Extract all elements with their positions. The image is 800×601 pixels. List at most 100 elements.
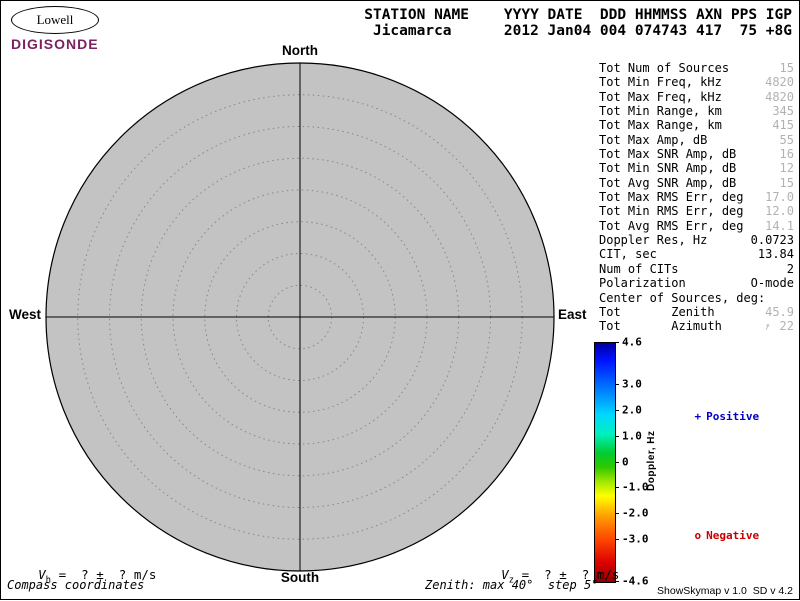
compass-label-north: North: [282, 43, 318, 58]
negative-doppler-legend: o Negative: [668, 516, 760, 555]
stat-row: Tot Num of Sources 15: [599, 61, 794, 75]
stat-label: Doppler Res, Hz: [599, 233, 708, 248]
stat-value: ↑ 22: [761, 319, 794, 335]
app-version: ShowSkymap v 1.0 SD v 4.2: [657, 585, 793, 597]
colorbar-tick-mark: [616, 409, 619, 411]
stat-row: Tot Max RMS Err, deg 17.0: [599, 190, 794, 204]
vh-symbol: V: [38, 567, 46, 582]
stat-row: Tot Min Range, km 345: [599, 104, 794, 118]
colorbar-tick-label: -3.0: [622, 532, 649, 546]
stat-label: Tot Min Range, km: [599, 104, 722, 119]
stat-row: Tot Min Freq, kHz 4820: [599, 75, 794, 89]
colorbar-tick-mark: [616, 539, 619, 541]
plus-marker-icon: +: [694, 410, 702, 423]
compass-label-west: West: [9, 307, 42, 322]
stat-value: 0.0723: [750, 233, 794, 248]
stat-row: Tot Min SNR Amp, dB 12: [599, 161, 794, 175]
colorbar-tick-label: 4.6: [622, 335, 642, 349]
stat-value: 12: [779, 161, 794, 176]
stat-row: Tot Avg RMS Err, deg 14.1: [599, 219, 794, 233]
colorbar-tick-mark: [616, 435, 619, 437]
stat-value: 345: [772, 104, 794, 119]
stat-label: Polarization: [599, 276, 686, 291]
stat-label: Tot Max Amp, dB: [599, 132, 708, 147]
colorbar-tick-mark: [616, 581, 619, 582]
compass-coordinates-note: Compass coordinates: [7, 578, 145, 592]
stat-value: 16: [779, 147, 794, 162]
horizontal-velocity-readout: Vh = ? ± ? m/s: [8, 552, 156, 601]
colorbar-tick-label: 0: [622, 455, 629, 468]
stat-label: Tot Max Freq, kHz: [599, 89, 722, 104]
stat-label: Tot Min Freq, kHz: [599, 75, 722, 90]
colorbar-tick-mark: [616, 342, 619, 343]
colorbar-ticks: 4.6 3.0 2.0 1.0 0 -1.0 -2.0 -3.0 -4.6: [616, 336, 658, 588]
stat-row: Tot Max Freq, kHz 4820: [599, 90, 794, 104]
stat-label: Tot Min SNR Amp, dB: [599, 161, 737, 176]
stat-row: Center of Sources, deg:: [599, 291, 794, 305]
stat-row: Tot Avg SNR Amp, dB 15: [599, 176, 794, 190]
stat-label: Tot Avg SNR Amp, dB: [599, 175, 737, 190]
stat-row: Polarization O-mode: [599, 276, 794, 290]
doppler-colorbar: [594, 342, 616, 583]
lowell-logo-oval: Lowell: [11, 6, 99, 34]
stat-value: 45.9: [765, 304, 794, 319]
stat-value: 4820: [765, 89, 794, 104]
stat-value: 2: [786, 261, 794, 276]
colorbar-tick-mark: [616, 513, 619, 515]
stat-label: Tot Zenith: [599, 304, 715, 319]
stat-label: Tot Min RMS Err, deg: [599, 204, 744, 219]
colorbar-tick-mark: [616, 383, 619, 385]
vh-subscript: h: [45, 575, 52, 586]
stat-row: Tot Azimuth ↑ 22: [599, 319, 794, 335]
vh-value: = ? ± ? m/s: [51, 567, 157, 582]
stat-label: Tot Azimuth: [599, 319, 722, 334]
colorbar-tick-label: 3.0: [622, 377, 642, 391]
stat-label: Num of CITs: [599, 261, 679, 276]
zenith-range-note: Zenith: max 40° step 5°: [425, 578, 599, 592]
stats-panel: Tot Num of Sources 15 Tot Min Freq, kHz 482…: [599, 61, 794, 334]
header-field-names: STATION NAME YYYY DATE DDD HHMMSS AXN PP…: [364, 7, 792, 23]
circle-marker-icon: o: [694, 529, 702, 542]
stat-label: Tot Avg RMS Err, deg: [599, 218, 744, 233]
stat-value: 4820: [765, 75, 794, 90]
vertical-velocity-readout: Vz = ? ± ? m/s: [471, 552, 619, 601]
lowell-logo-text: Lowell: [36, 12, 74, 27]
compass-label-south: South: [280, 570, 320, 585]
stat-row: Doppler Res, Hz 0.0723: [599, 233, 794, 247]
stat-value: 14.1: [765, 218, 794, 233]
compass-label-east: East: [558, 307, 587, 322]
header-field-values: Jicamarca 2012 Jan04 004 074743 417 75 +…: [364, 23, 792, 39]
stat-row: Tot Max Range, km 415: [599, 118, 794, 132]
positive-legend-label: Positive: [706, 410, 760, 423]
colorbar-tick-mark: [616, 487, 619, 489]
stat-value: 15: [779, 61, 794, 75]
stat-value: 17.0: [765, 190, 794, 205]
stat-row: Tot Zenith 45.9: [599, 305, 794, 319]
stat-row: Tot Max Amp, dB 55: [599, 133, 794, 147]
vz-value: = ? ± ? m/s: [514, 567, 620, 582]
stat-row: Num of CITs 2: [599, 262, 794, 276]
stat-value: 13.84: [757, 247, 794, 262]
digisonde-brand-text: DIGISONDE: [11, 36, 99, 52]
stat-value: 55: [779, 132, 794, 147]
colorbar-tick-label: 2.0: [622, 403, 642, 417]
stat-value: 415: [772, 118, 794, 133]
stat-value: 12.0: [765, 204, 794, 219]
stat-value: 15: [779, 175, 794, 190]
stat-label: CIT, sec: [599, 247, 657, 262]
colorbar-tick-label: -2.0: [622, 506, 649, 520]
stat-label: Tot Max Range, km: [599, 118, 722, 133]
stat-label: Tot Max SNR Amp, dB: [599, 147, 737, 162]
colorbar-tick-label: -1.0: [622, 480, 649, 494]
colorbar-tick-mark: [616, 461, 619, 463]
stat-value: O-mode: [750, 276, 794, 291]
lowell-digisonde-logo: Lowell DIGISONDE: [11, 6, 99, 52]
positive-doppler-legend: + Positive: [668, 397, 760, 436]
stat-label: Tot Num of Sources: [599, 61, 730, 75]
colorbar-tick-label: 1.0: [622, 429, 642, 443]
vz-symbol: V: [501, 567, 509, 582]
colorbar-tick-label: -4.6: [622, 574, 649, 588]
azimuth-direction-icon: ↑: [761, 319, 773, 335]
